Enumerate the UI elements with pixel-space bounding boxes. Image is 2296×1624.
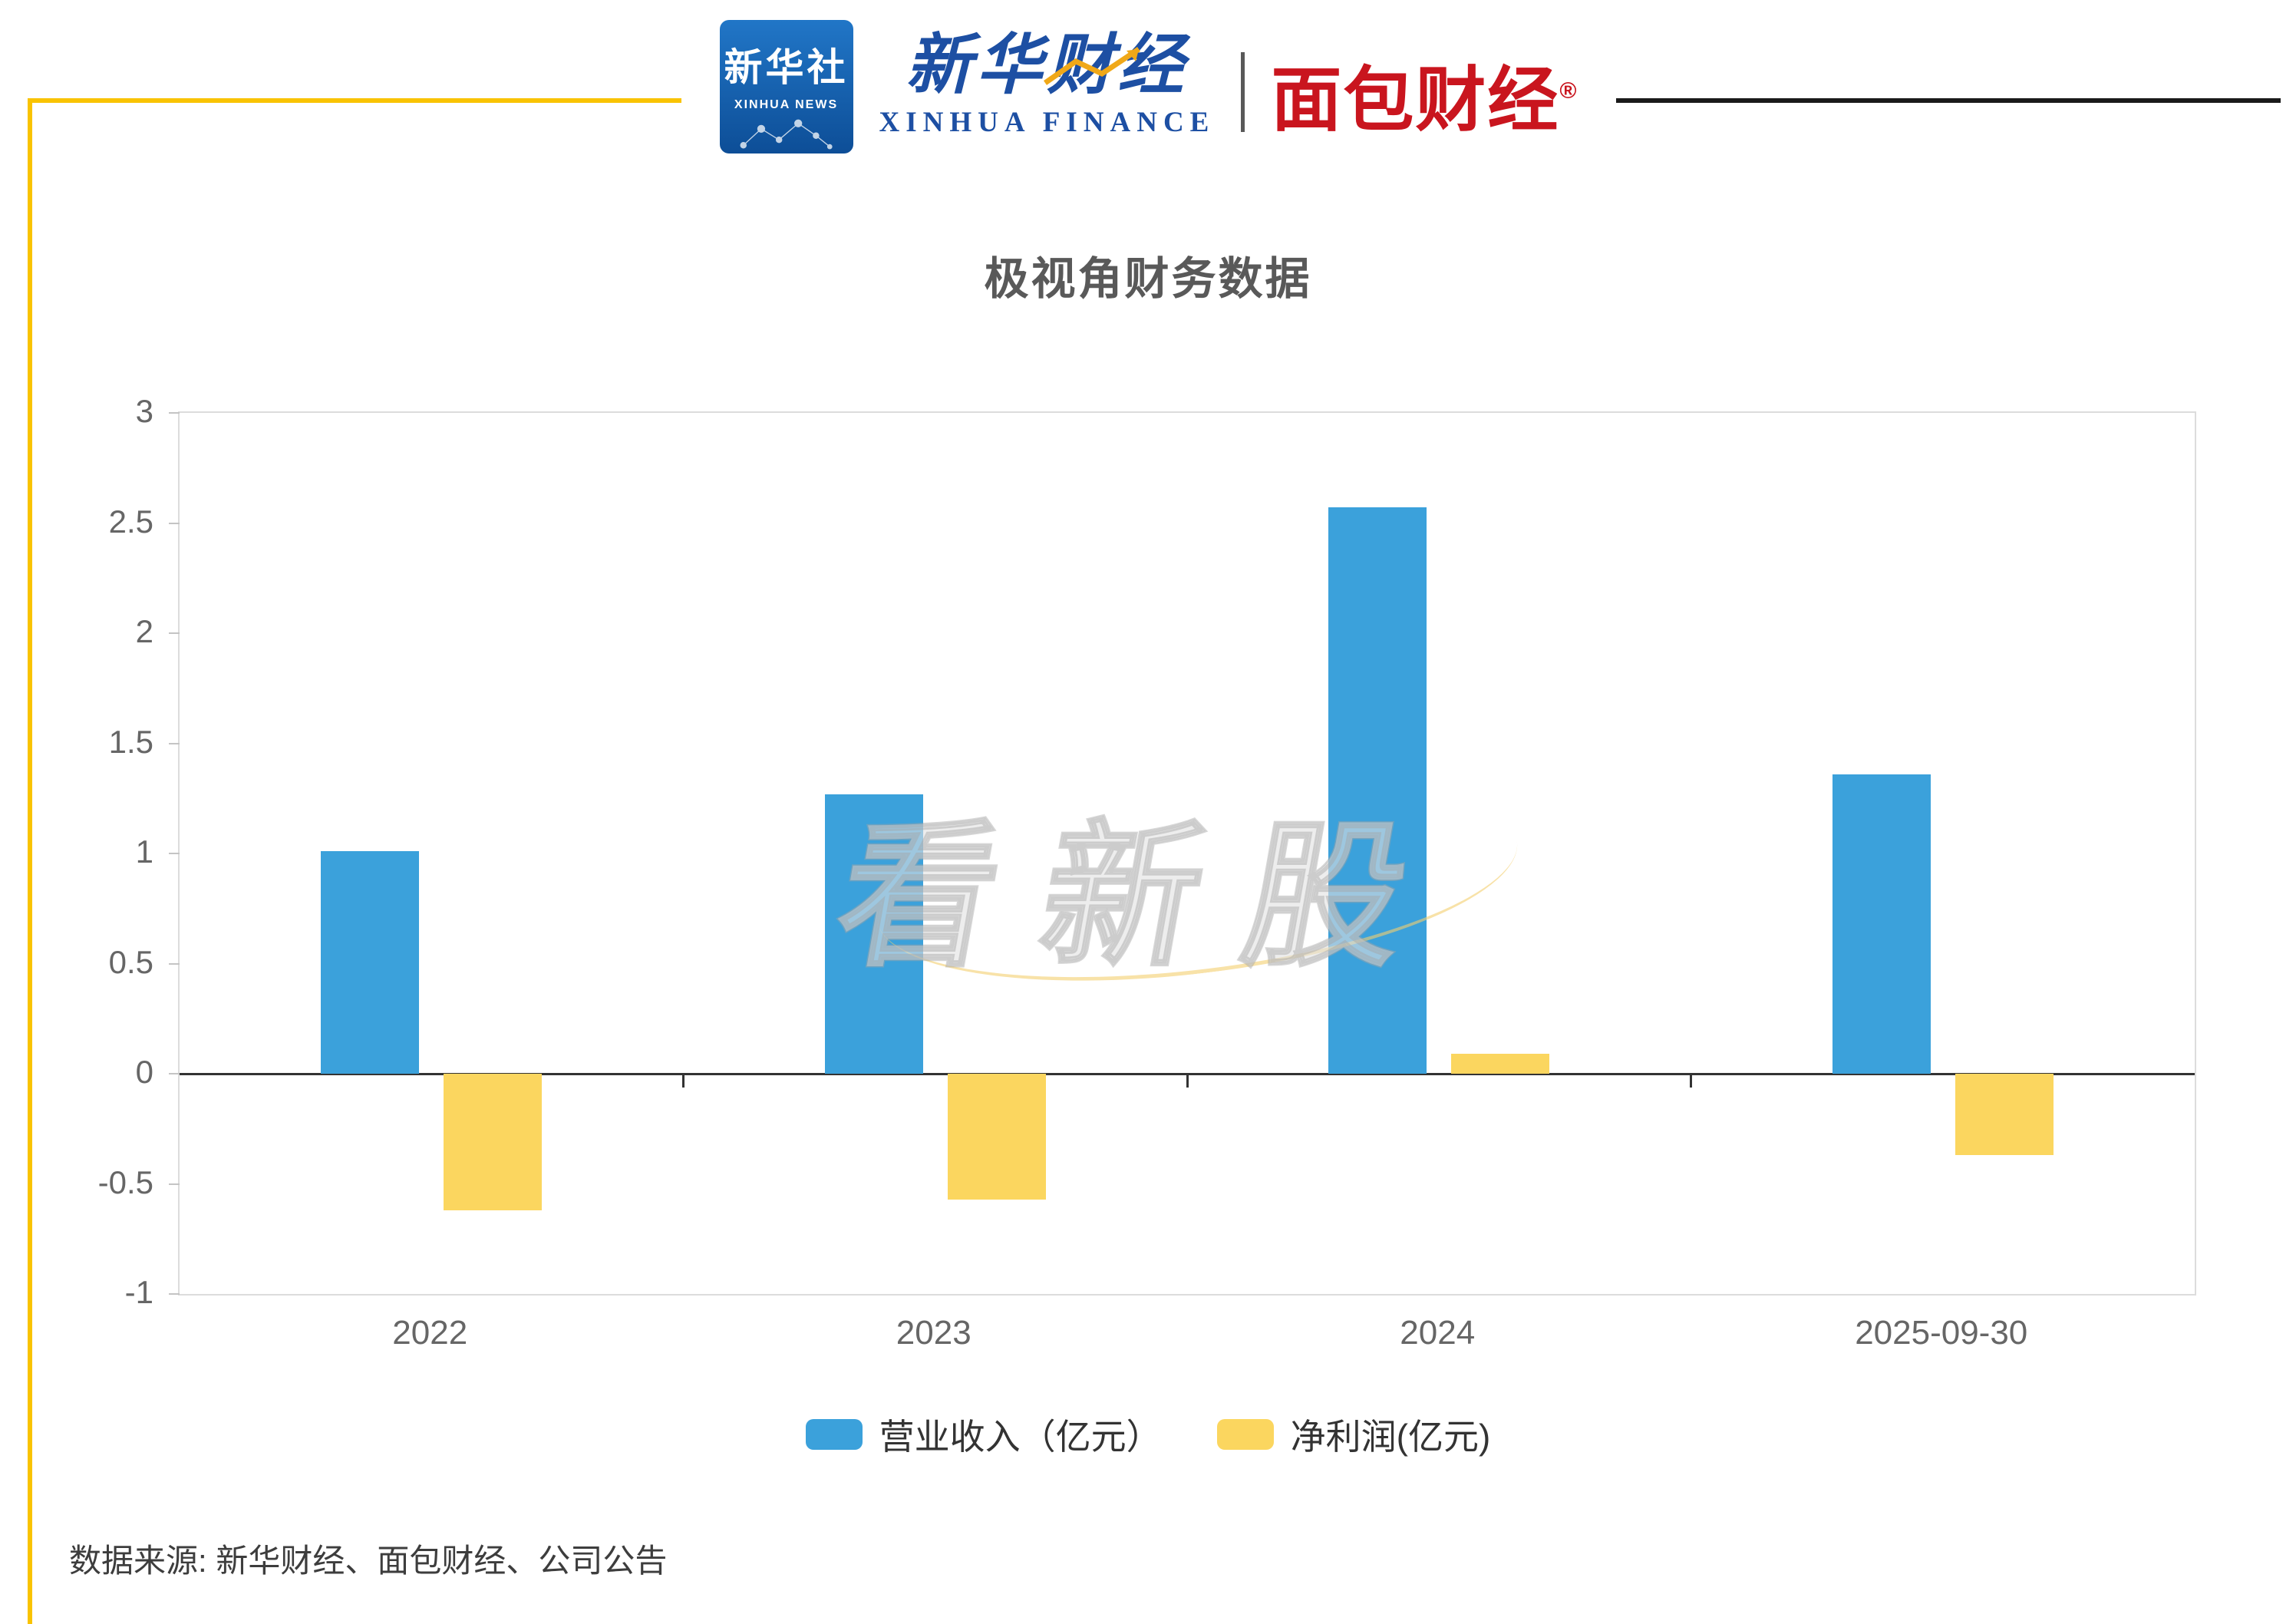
bar-net-profit-2022	[444, 1074, 543, 1210]
y-axis-tick-label: -1	[124, 1274, 153, 1310]
y-axis-tick	[169, 1073, 180, 1074]
legend-label: 净利润(亿元)	[1290, 1417, 1491, 1457]
registered-trademark-icon: ®	[1559, 78, 1577, 104]
y-axis-tick	[169, 412, 180, 414]
legend-swatch	[1216, 1419, 1274, 1450]
xinhua-news-logo-en: XINHUA NEWS	[734, 98, 839, 111]
legend: 营业收入（亿元） 净利润(亿元)	[0, 1409, 2296, 1460]
x-axis-category-label: 2023	[896, 1314, 972, 1352]
plot-area	[169, 411, 2196, 1296]
y-axis-tick	[169, 632, 180, 634]
xinhua-news-logo-cn: 新华社	[724, 46, 849, 89]
y-axis-tick	[169, 962, 180, 965]
y-axis-tick	[169, 1293, 180, 1295]
bar-revenue-2023	[824, 794, 923, 1074]
y-axis-tick	[169, 853, 180, 854]
x-axis-tick	[682, 1074, 685, 1088]
mianbao-finance-logo-cn: 面包财经	[1271, 59, 1560, 141]
y-axis-tick	[169, 1183, 180, 1185]
bar-net-profit-2024	[1451, 1054, 1550, 1074]
header: 新华社 XINHUA NEWS 新华财经 XINHUA FINANCE	[0, 20, 2296, 153]
x-axis-category-label: 2025-09-30	[1855, 1314, 2028, 1352]
header-divider	[1241, 52, 1245, 132]
y-axis-tick-label: 0.5	[108, 943, 153, 980]
bar-revenue-2024	[1328, 507, 1427, 1074]
y-axis-tick-label: -0.5	[97, 1164, 153, 1200]
y-axis-tick-label: 1.5	[108, 723, 153, 760]
x-axis-category-label: 2022	[392, 1314, 468, 1352]
x-axis-tick	[1186, 1074, 1189, 1088]
network-dots-icon	[740, 119, 833, 150]
xinhua-news-logo: 新华社 XINHUA NEWS	[719, 20, 853, 153]
xinhua-finance-logo-cn: 新华财经	[906, 26, 1189, 104]
xinhua-finance-logo: 新华财经 XINHUA FINANCE	[879, 26, 1216, 139]
y-axis-tick-label: 2.5	[108, 503, 153, 540]
chart-title: 极视角财务数据	[984, 254, 1312, 304]
xinhua-finance-logo-en: XINHUA FINANCE	[879, 107, 1216, 139]
frame-yellow-top-line	[28, 98, 681, 103]
legend-item-revenue[interactable]: 营业收入（亿元）	[805, 1409, 1162, 1460]
legend-item-net-profit[interactable]: 净利润(亿元)	[1216, 1409, 1491, 1460]
legend-label: 营业收入（亿元）	[879, 1417, 1162, 1457]
y-axis-tick-label: 3	[135, 393, 153, 429]
x-axis-category-label: 2024	[1400, 1314, 1476, 1352]
y-axis-tick	[169, 742, 180, 744]
bar-net-profit-2023	[947, 1074, 1046, 1200]
legend-swatch	[805, 1419, 863, 1450]
frame-yellow-left-line	[28, 98, 32, 1624]
frame-black-top-line	[1616, 98, 2281, 103]
y-axis-tick-label: 2	[135, 613, 153, 649]
data-source: 数据来源: 新华财经、面包财经、公司公告	[69, 1543, 668, 1579]
bar-revenue-2025-09-30	[1832, 774, 1931, 1074]
x-axis-tick	[1690, 1074, 1692, 1088]
y-axis-tick-label: 0	[135, 1054, 153, 1090]
mianbao-finance-logo: 面包财经®	[1271, 43, 1576, 145]
y-axis-tick-label: 1	[135, 833, 153, 870]
x-axis-labels: 2022 2023 2024 2025-09-30	[178, 1314, 2196, 1360]
bar-revenue-2022	[321, 851, 420, 1074]
y-axis-tick	[169, 522, 180, 524]
bar-net-profit-2025-09-30	[1955, 1074, 2054, 1156]
y-axis-labels: 3 2.5 2 1.5 1 0.5 0 -0.5 -1	[31, 394, 166, 1309]
